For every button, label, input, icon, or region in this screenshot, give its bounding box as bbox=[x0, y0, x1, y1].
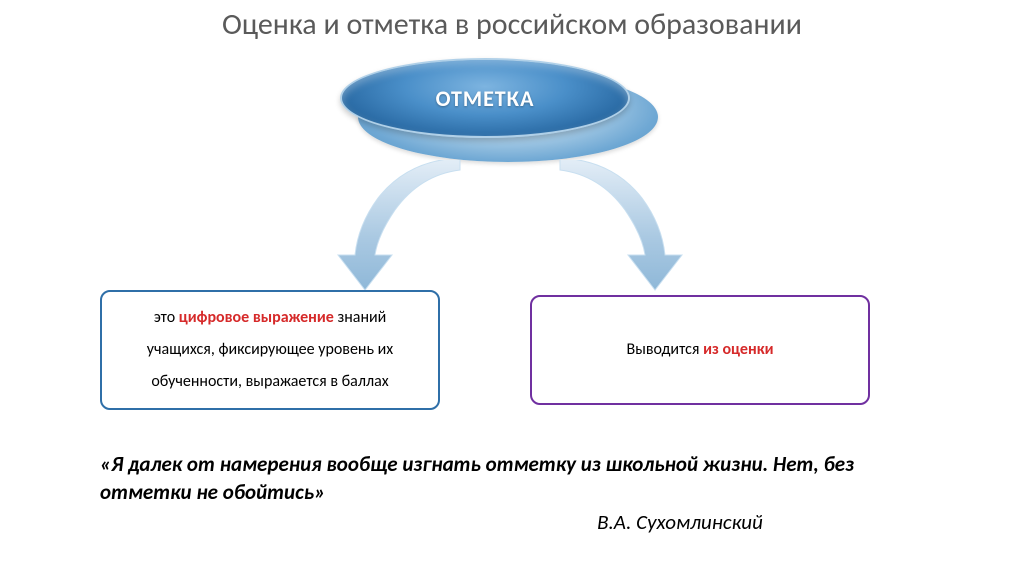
right-red: из оценки bbox=[703, 340, 773, 359]
arrow-left-icon bbox=[330, 160, 500, 300]
quote-author: В.А. Сухомлинский bbox=[100, 509, 920, 535]
arrow-right-icon bbox=[520, 160, 690, 300]
quote-text: «Я далек от намерения вообще изгнать отм… bbox=[100, 450, 920, 507]
ellipse-front-disc: ОТМЕТКА bbox=[340, 58, 630, 138]
page-title: Оценка и отметка в российском образовани… bbox=[0, 0, 1024, 43]
definition-text-right: Выводится из оценки bbox=[626, 334, 773, 366]
quote-block: «Я далек от намерения вообще изгнать отм… bbox=[100, 450, 920, 535]
ellipse-label: ОТМЕТКА bbox=[436, 85, 535, 112]
right-pre: Выводится bbox=[626, 340, 703, 359]
definition-box-right: Выводится из оценки bbox=[530, 295, 870, 405]
left-red: цифровое выражение bbox=[179, 308, 334, 327]
left-pre: это bbox=[154, 308, 179, 327]
ellipse-diagram: ОТМЕТКА bbox=[340, 58, 660, 158]
definition-text-left: это цифровое выражение знаний учащихся, … bbox=[120, 302, 420, 398]
definition-box-left: это цифровое выражение знаний учащихся, … bbox=[100, 290, 440, 410]
